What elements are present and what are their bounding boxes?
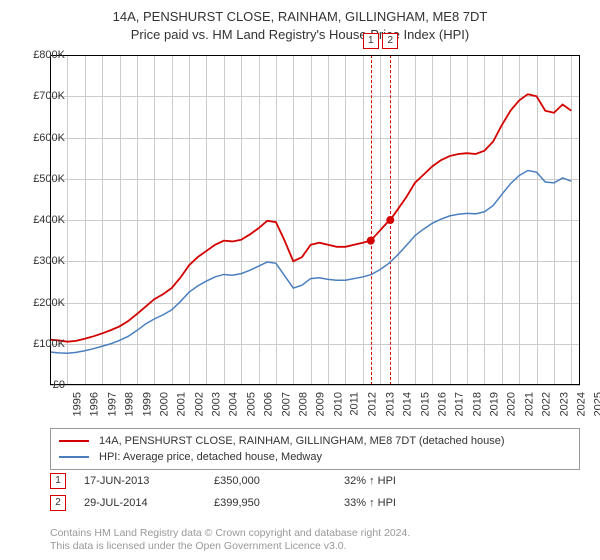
sales-date: 17-JUN-2013 — [84, 475, 214, 487]
x-tick-label: 2014 — [402, 392, 414, 416]
x-tick-label: 1996 — [89, 392, 101, 416]
y-tick-label: £300K — [20, 255, 65, 267]
x-tick-label: 2010 — [332, 392, 344, 416]
legend-item: HPI: Average price, detached house, Medw… — [59, 449, 571, 465]
sales-price: £350,000 — [214, 475, 344, 487]
footer-line-2: This data is licensed under the Open Gov… — [50, 540, 410, 554]
series-line-red — [50, 94, 571, 342]
footer-attribution: Contains HM Land Registry data © Crown c… — [50, 527, 410, 554]
x-tick-label: 2018 — [471, 392, 483, 416]
sales-delta: 33% ↑ HPI — [344, 497, 474, 509]
y-tick-label: £0 — [20, 379, 65, 391]
sale-point — [386, 216, 394, 224]
x-tick-label: 2023 — [558, 392, 570, 416]
sales-row: 2 29-JUL-2014£399,95033% ↑ HPI — [50, 494, 580, 512]
x-tick-label: 1995 — [71, 392, 83, 416]
sales-price: £399,950 — [214, 497, 344, 509]
sales-row-marker: 2 — [50, 495, 66, 511]
legend-swatch — [59, 440, 89, 442]
x-tick-label: 1999 — [141, 392, 153, 416]
line-series — [50, 55, 580, 385]
x-tick-label: 2017 — [454, 392, 466, 416]
x-tick-label: 2007 — [280, 392, 292, 416]
x-tick-label: 2012 — [367, 392, 379, 416]
y-tick-label: £400K — [20, 214, 65, 226]
x-tick-label: 2004 — [228, 392, 240, 416]
sales-delta: 32% ↑ HPI — [344, 475, 474, 487]
x-tick-label: 2022 — [541, 392, 553, 416]
y-tick-label: £700K — [20, 90, 65, 102]
x-tick-label: 2005 — [245, 392, 257, 416]
x-tick-label: 2002 — [193, 392, 205, 416]
x-tick-label: 2000 — [158, 392, 170, 416]
sale-point — [367, 237, 375, 245]
sales-row-marker: 1 — [50, 473, 66, 489]
sale-marker-box: 1 — [363, 33, 379, 49]
legend-label: HPI: Average price, detached house, Medw… — [99, 451, 322, 463]
legend-item: 14A, PENSHURST CLOSE, RAINHAM, GILLINGHA… — [59, 433, 571, 449]
y-tick-label: £500K — [20, 173, 65, 185]
sales-row: 1 17-JUN-2013£350,00032% ↑ HPI — [50, 472, 580, 490]
footer-line-1: Contains HM Land Registry data © Crown c… — [50, 527, 410, 541]
x-tick-label: 2008 — [297, 392, 309, 416]
sale-marker-box: 2 — [382, 33, 398, 49]
sales-date: 29-JUL-2014 — [84, 497, 214, 509]
legend: 14A, PENSHURST CLOSE, RAINHAM, GILLINGHA… — [50, 428, 580, 470]
y-tick-label: £200K — [20, 297, 65, 309]
y-tick-label: £100K — [20, 338, 65, 350]
chart-title: 14A, PENSHURST CLOSE, RAINHAM, GILLINGHA… — [0, 0, 600, 44]
x-tick-label: 2011 — [349, 392, 361, 416]
x-tick-label: 1998 — [124, 392, 136, 416]
y-tick-label: £800K — [20, 49, 65, 61]
title-line-1: 14A, PENSHURST CLOSE, RAINHAM, GILLINGHA… — [0, 8, 600, 26]
x-tick-label: 2019 — [489, 392, 501, 416]
x-tick-label: 2025 — [593, 392, 600, 416]
series-line-blue — [50, 171, 571, 354]
legend-swatch — [59, 456, 89, 458]
x-tick-label: 2013 — [384, 392, 396, 416]
x-tick-label: 2016 — [436, 392, 448, 416]
x-tick-label: 2003 — [211, 392, 223, 416]
x-tick-label: 2009 — [315, 392, 327, 416]
gridline-h — [50, 385, 580, 386]
chart-container: 14A, PENSHURST CLOSE, RAINHAM, GILLINGHA… — [0, 0, 600, 560]
x-tick-label: 2001 — [176, 392, 188, 416]
x-tick-label: 1997 — [106, 392, 118, 416]
x-tick-label: 2006 — [263, 392, 275, 416]
x-tick-label: 2024 — [575, 392, 587, 416]
legend-label: 14A, PENSHURST CLOSE, RAINHAM, GILLINGHA… — [99, 435, 505, 447]
title-line-2: Price paid vs. HM Land Registry's House … — [0, 26, 600, 44]
y-tick-label: £600K — [20, 132, 65, 144]
x-tick-label: 2021 — [523, 392, 535, 416]
plot-area: 12 — [50, 55, 580, 385]
x-tick-label: 2020 — [506, 392, 518, 416]
x-tick-label: 2015 — [419, 392, 431, 416]
